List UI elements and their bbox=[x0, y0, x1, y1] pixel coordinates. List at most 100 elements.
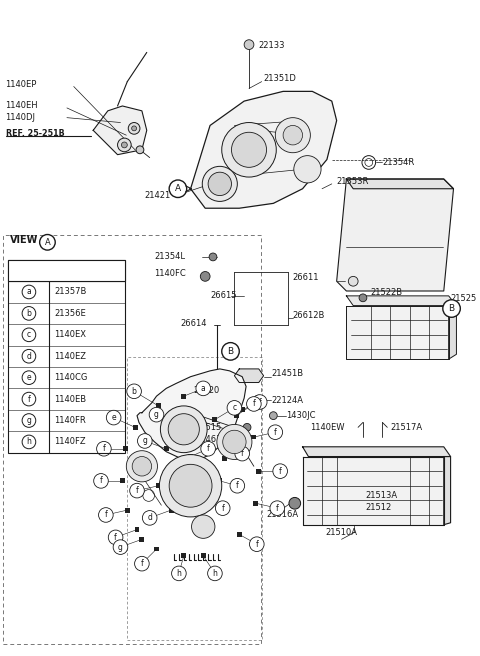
Text: a: a bbox=[26, 287, 31, 297]
Circle shape bbox=[22, 285, 36, 298]
Circle shape bbox=[276, 117, 311, 153]
Bar bbox=[154, 546, 159, 552]
Circle shape bbox=[222, 123, 276, 177]
Circle shape bbox=[200, 272, 210, 281]
Text: f: f bbox=[236, 482, 239, 490]
Text: 26612B: 26612B bbox=[293, 311, 325, 320]
Text: 21357B: 21357B bbox=[54, 287, 86, 297]
Circle shape bbox=[268, 425, 283, 440]
Text: PNC.: PNC. bbox=[55, 266, 78, 275]
Text: 21353R: 21353R bbox=[336, 177, 369, 186]
Text: f: f bbox=[207, 444, 209, 453]
Text: c: c bbox=[27, 331, 31, 339]
Circle shape bbox=[223, 430, 246, 453]
Text: f: f bbox=[27, 395, 30, 403]
Circle shape bbox=[160, 406, 207, 453]
Polygon shape bbox=[347, 306, 449, 359]
Circle shape bbox=[169, 180, 187, 197]
Circle shape bbox=[171, 566, 186, 581]
Polygon shape bbox=[449, 306, 456, 359]
Text: 1140DJ: 1140DJ bbox=[6, 113, 36, 122]
Circle shape bbox=[294, 155, 321, 183]
Bar bbox=[181, 554, 186, 558]
Text: 1140EP: 1140EP bbox=[6, 80, 37, 89]
Bar bbox=[123, 446, 128, 451]
Text: 21525: 21525 bbox=[451, 295, 477, 303]
Text: 1140EX: 1140EX bbox=[54, 331, 86, 339]
Circle shape bbox=[159, 455, 222, 517]
Text: h: h bbox=[177, 569, 181, 578]
Text: f: f bbox=[274, 428, 276, 437]
Text: 1140EH: 1140EH bbox=[6, 102, 38, 110]
Bar bbox=[164, 446, 168, 451]
Ellipse shape bbox=[425, 217, 443, 238]
Text: b: b bbox=[26, 309, 31, 318]
Text: 1140FR: 1140FR bbox=[54, 416, 86, 425]
Bar bbox=[213, 417, 217, 422]
Circle shape bbox=[126, 451, 157, 482]
Text: f: f bbox=[241, 449, 243, 458]
Text: 26611: 26611 bbox=[293, 273, 319, 282]
Circle shape bbox=[217, 424, 252, 459]
Circle shape bbox=[121, 142, 127, 148]
Polygon shape bbox=[191, 91, 336, 208]
Circle shape bbox=[108, 530, 123, 544]
Circle shape bbox=[22, 392, 36, 406]
Text: 1140FZ: 1140FZ bbox=[54, 438, 86, 447]
Bar bbox=[253, 501, 258, 506]
Polygon shape bbox=[336, 179, 454, 291]
Text: 21516A: 21516A bbox=[266, 510, 299, 520]
Circle shape bbox=[201, 441, 216, 456]
Circle shape bbox=[252, 395, 267, 409]
Text: f: f bbox=[105, 510, 107, 520]
Bar bbox=[217, 478, 222, 483]
Polygon shape bbox=[137, 369, 246, 461]
Circle shape bbox=[130, 483, 144, 498]
Text: f: f bbox=[255, 540, 258, 548]
Bar bbox=[222, 456, 227, 461]
Bar bbox=[9, 260, 125, 453]
Polygon shape bbox=[234, 369, 264, 382]
Text: A: A bbox=[175, 184, 181, 194]
Circle shape bbox=[348, 276, 358, 286]
Text: e: e bbox=[26, 373, 31, 382]
Circle shape bbox=[289, 497, 300, 509]
Text: g: g bbox=[154, 410, 159, 419]
Circle shape bbox=[244, 40, 254, 49]
Text: 1140EW: 1140EW bbox=[311, 423, 345, 432]
Text: 26614: 26614 bbox=[181, 319, 207, 327]
Circle shape bbox=[22, 435, 36, 449]
Circle shape bbox=[168, 414, 199, 445]
Polygon shape bbox=[347, 179, 454, 189]
Text: 21513A: 21513A bbox=[366, 491, 398, 500]
Text: 1140FC: 1140FC bbox=[155, 269, 186, 278]
Text: 21356E: 21356E bbox=[54, 309, 86, 318]
Text: f: f bbox=[276, 504, 278, 512]
Bar bbox=[237, 532, 242, 537]
Text: f: f bbox=[136, 486, 138, 495]
Text: g: g bbox=[118, 543, 123, 552]
Polygon shape bbox=[444, 457, 451, 525]
Text: c: c bbox=[232, 403, 237, 413]
Bar bbox=[188, 454, 193, 459]
Bar bbox=[134, 527, 140, 532]
Circle shape bbox=[22, 371, 36, 384]
Bar bbox=[9, 260, 125, 281]
Text: 21522B: 21522B bbox=[371, 289, 403, 297]
Circle shape bbox=[128, 123, 140, 134]
Ellipse shape bbox=[235, 436, 249, 444]
Ellipse shape bbox=[364, 213, 387, 242]
Circle shape bbox=[216, 501, 230, 516]
Circle shape bbox=[227, 401, 242, 415]
Polygon shape bbox=[302, 457, 444, 525]
Circle shape bbox=[143, 510, 157, 525]
Bar bbox=[125, 508, 130, 512]
Text: g: g bbox=[143, 436, 147, 445]
Circle shape bbox=[134, 556, 149, 571]
Bar bbox=[156, 403, 161, 408]
Text: 1140CG: 1140CG bbox=[54, 373, 88, 382]
Text: B: B bbox=[228, 347, 234, 356]
Circle shape bbox=[22, 306, 36, 320]
Text: f: f bbox=[114, 533, 117, 542]
Text: f: f bbox=[103, 444, 105, 453]
